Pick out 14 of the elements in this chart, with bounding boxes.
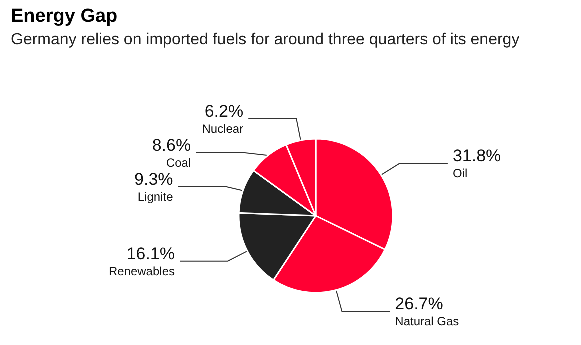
chart-subtitle: Germany relies on imported fuels for around three quarters of its energy [11, 32, 520, 48]
data-label: 16.1% [126, 244, 175, 264]
data-label: 31.8% [452, 146, 502, 166]
data-label: 26.7% [395, 294, 444, 314]
slice-label: Coal [166, 156, 192, 170]
slice-label: Natural Gas [395, 314, 460, 328]
chart-title: Energy Gap [11, 6, 118, 27]
data-label: 9.3% [134, 170, 174, 189]
slice-label: Oil [452, 166, 468, 181]
data-label: 6.2% [204, 102, 244, 121]
slice-label: Renewables [108, 264, 175, 278]
slice-label: Nuclear [202, 122, 244, 136]
data-label: 8.6% [152, 136, 192, 155]
slice-label: Lignite [138, 190, 174, 204]
